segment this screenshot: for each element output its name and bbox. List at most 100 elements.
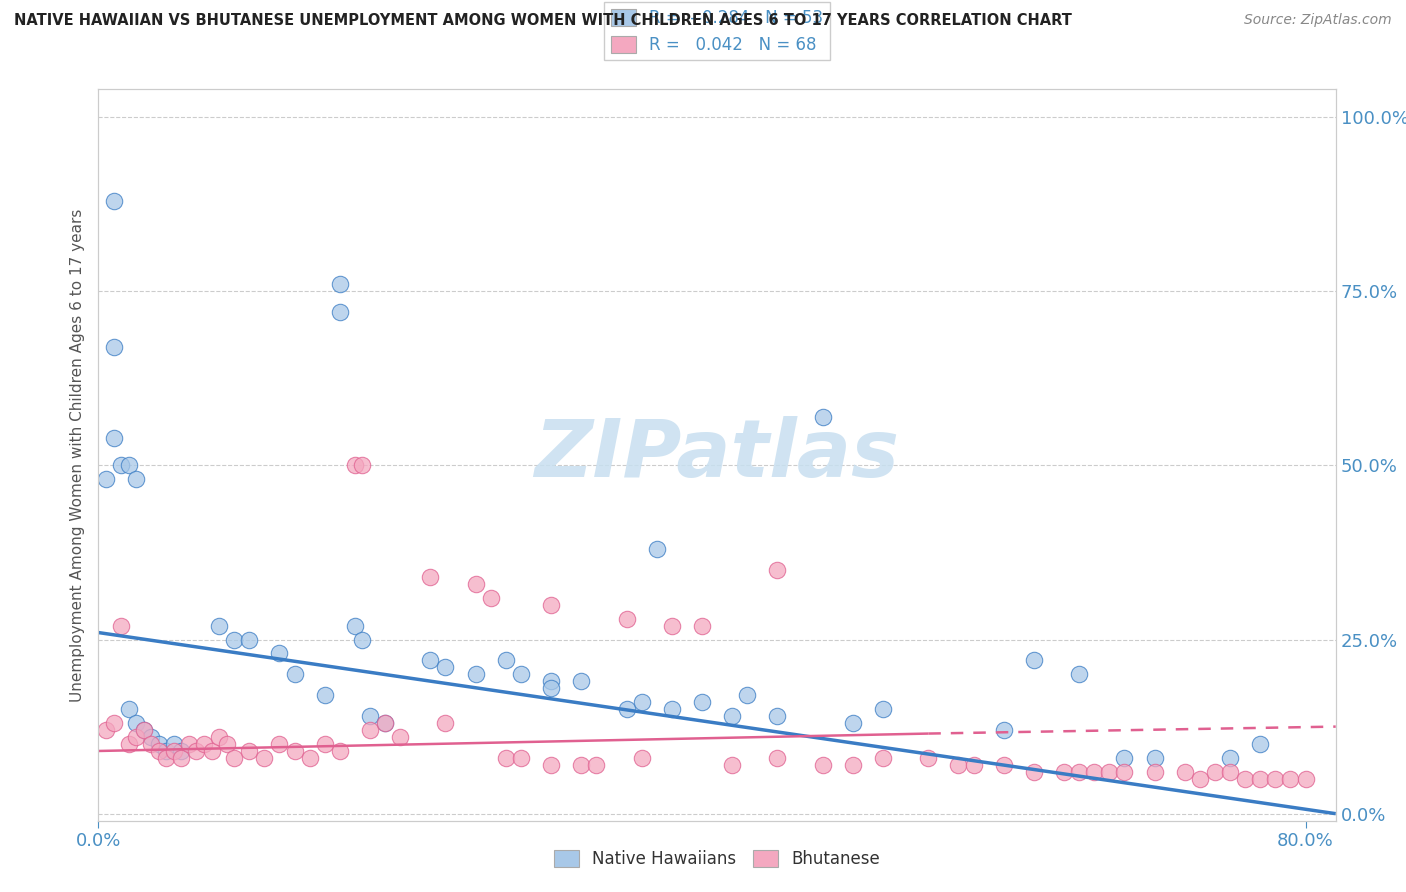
Point xyxy=(170,744,193,758)
Point xyxy=(359,723,381,737)
Point xyxy=(766,709,789,723)
Point xyxy=(132,723,155,737)
Point xyxy=(495,653,517,667)
Point xyxy=(141,730,163,744)
Point xyxy=(540,598,562,612)
Point xyxy=(193,737,215,751)
Point xyxy=(155,751,177,765)
Point xyxy=(253,751,276,765)
Point xyxy=(993,758,1015,772)
Point xyxy=(721,709,744,723)
Point xyxy=(1219,764,1241,779)
Point xyxy=(1069,667,1091,681)
Point xyxy=(125,730,148,744)
Point xyxy=(1234,772,1257,786)
Point xyxy=(94,723,117,737)
Point xyxy=(103,194,125,208)
Point xyxy=(329,744,352,758)
Point xyxy=(1022,764,1045,779)
Y-axis label: Unemployment Among Women with Children Ages 6 to 17 years: Unemployment Among Women with Children A… xyxy=(69,208,84,702)
Point xyxy=(1069,764,1091,779)
Point xyxy=(721,758,744,772)
Point xyxy=(125,472,148,486)
Point xyxy=(540,681,562,696)
Point xyxy=(238,632,260,647)
Point xyxy=(177,737,200,751)
Point xyxy=(329,277,352,292)
Point xyxy=(661,702,683,716)
Point xyxy=(1114,751,1136,765)
Point xyxy=(103,340,125,354)
Point xyxy=(735,688,758,702)
Point xyxy=(569,758,592,772)
Legend: Native Hawaiians, Bhutanese: Native Hawaiians, Bhutanese xyxy=(547,843,887,874)
Point xyxy=(94,472,117,486)
Point xyxy=(352,632,374,647)
Point xyxy=(1249,772,1271,786)
Point xyxy=(374,716,396,731)
Point xyxy=(630,751,652,765)
Point xyxy=(200,744,222,758)
Point xyxy=(1188,772,1211,786)
Point xyxy=(359,709,381,723)
Point xyxy=(170,751,193,765)
Point xyxy=(117,458,139,473)
Point xyxy=(110,618,132,632)
Point xyxy=(569,674,592,689)
Point xyxy=(495,751,517,765)
Point xyxy=(661,618,683,632)
Point xyxy=(208,618,231,632)
Point xyxy=(509,667,531,681)
Point xyxy=(464,576,486,591)
Point xyxy=(103,430,125,444)
Point xyxy=(352,458,374,473)
Point xyxy=(1022,653,1045,667)
Point xyxy=(872,702,894,716)
Point xyxy=(419,653,441,667)
Point xyxy=(389,730,412,744)
Point xyxy=(314,688,336,702)
Point xyxy=(148,737,170,751)
Point xyxy=(464,667,486,681)
Point xyxy=(163,744,186,758)
Point xyxy=(1114,764,1136,779)
Point xyxy=(479,591,502,605)
Point xyxy=(690,618,713,632)
Point xyxy=(948,758,970,772)
Point xyxy=(117,737,139,751)
Point xyxy=(690,695,713,709)
Point xyxy=(284,667,307,681)
Point xyxy=(766,563,789,577)
Point xyxy=(125,716,148,731)
Point xyxy=(186,744,208,758)
Point xyxy=(215,737,238,751)
Point xyxy=(238,744,260,758)
Point xyxy=(1264,772,1286,786)
Point xyxy=(842,716,865,731)
Point xyxy=(269,647,291,661)
Point xyxy=(103,716,125,731)
Point xyxy=(540,674,562,689)
Text: NATIVE HAWAIIAN VS BHUTANESE UNEMPLOYMENT AMONG WOMEN WITH CHILDREN AGES 6 TO 17: NATIVE HAWAIIAN VS BHUTANESE UNEMPLOYMEN… xyxy=(14,13,1071,29)
Point xyxy=(224,751,246,765)
Point xyxy=(630,695,652,709)
Text: Source: ZipAtlas.com: Source: ZipAtlas.com xyxy=(1244,13,1392,28)
Point xyxy=(616,612,638,626)
Point xyxy=(811,758,834,772)
Point xyxy=(343,458,366,473)
Point xyxy=(1204,764,1226,779)
Point xyxy=(419,570,441,584)
Point xyxy=(208,730,231,744)
Point xyxy=(509,751,531,765)
Point xyxy=(329,305,352,319)
Point xyxy=(224,632,246,647)
Point xyxy=(540,758,562,772)
Point xyxy=(811,409,834,424)
Point xyxy=(1143,751,1166,765)
Point xyxy=(434,660,457,674)
Point xyxy=(1083,764,1105,779)
Point xyxy=(1219,751,1241,765)
Point xyxy=(962,758,984,772)
Point xyxy=(284,744,307,758)
Point xyxy=(374,716,396,731)
